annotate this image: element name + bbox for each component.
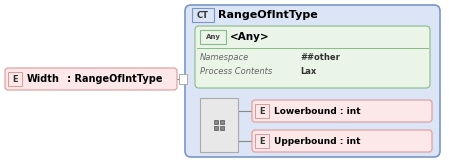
Bar <box>200 98 238 152</box>
Text: Process Contents: Process Contents <box>200 67 272 76</box>
Text: CT: CT <box>197 10 209 20</box>
Text: Namespace: Namespace <box>200 53 249 62</box>
Text: Upperbound : int: Upperbound : int <box>274 136 361 146</box>
Bar <box>8 72 22 86</box>
Bar <box>200 30 226 44</box>
Text: Lowerbound : int: Lowerbound : int <box>274 106 361 116</box>
Text: Width: Width <box>27 74 60 84</box>
Bar <box>255 134 269 148</box>
Bar <box>220 126 224 130</box>
Bar <box>192 8 214 22</box>
Text: : RangeOfIntType: : RangeOfIntType <box>57 74 163 84</box>
Text: RangeOfIntType: RangeOfIntType <box>218 10 318 20</box>
Text: Any: Any <box>206 34 220 40</box>
FancyBboxPatch shape <box>185 5 440 157</box>
Text: E: E <box>12 74 18 83</box>
Text: ##other: ##other <box>300 53 340 62</box>
Text: E: E <box>259 106 265 116</box>
Bar <box>255 104 269 118</box>
Text: Lax: Lax <box>300 67 316 76</box>
Bar <box>214 126 218 130</box>
Bar <box>179 74 187 84</box>
Text: E: E <box>259 136 265 146</box>
FancyBboxPatch shape <box>195 26 430 88</box>
FancyBboxPatch shape <box>5 68 177 90</box>
Bar <box>214 120 218 124</box>
FancyBboxPatch shape <box>252 100 432 122</box>
FancyBboxPatch shape <box>252 130 432 152</box>
Bar <box>220 120 224 124</box>
Text: <Any>: <Any> <box>230 32 270 42</box>
